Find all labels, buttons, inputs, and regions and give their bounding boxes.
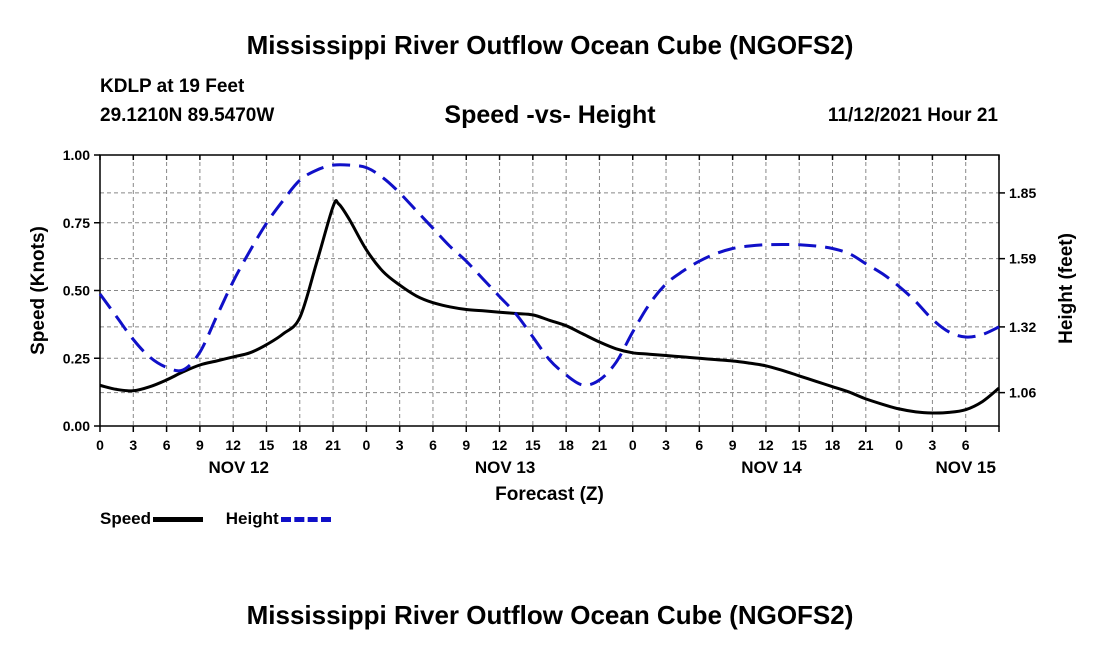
x-tick-label: 3 — [129, 437, 137, 453]
x-date-label: NOV 15 — [935, 458, 995, 477]
legend-swatch-height — [280, 516, 331, 522]
chart-title: Mississippi River Outflow Ocean Cube (NG… — [246, 30, 854, 60]
station-label: KDLP at 19 Feet — [100, 76, 245, 97]
x-tick-label: 12 — [492, 437, 508, 453]
legend-label-speed: Speed — [100, 509, 152, 528]
x-tick-label: 3 — [929, 437, 937, 453]
y-axis-title: Speed (Knots) — [28, 226, 49, 355]
x-tick-label: 18 — [558, 437, 574, 453]
legend-item-speed: Speed — [100, 509, 204, 529]
x-tick-label: 0 — [895, 437, 903, 453]
x-axis-title: Forecast (Z) — [495, 484, 604, 505]
x-tick-label: 6 — [695, 437, 703, 453]
y-tick-label: 0.50 — [63, 283, 90, 299]
x-tick-label: 6 — [429, 437, 437, 453]
y2-tick-label: 1.59 — [1009, 251, 1036, 267]
x-tick-label: 0 — [96, 437, 104, 453]
x-tick-label: 3 — [662, 437, 670, 453]
legend-label-height: Height — [225, 509, 279, 528]
y2-tick-label: 1.85 — [1009, 185, 1036, 201]
x-tick-label: 0 — [629, 437, 637, 453]
x-tick-label: 21 — [592, 437, 608, 453]
y2-tick-label: 1.06 — [1009, 385, 1036, 401]
x-date-label: NOV 13 — [475, 458, 535, 477]
chart-title-bottom: Mississippi River Outflow Ocean Cube (NG… — [246, 600, 854, 630]
y-tick-label: 0.25 — [63, 350, 90, 366]
forecast-datestamp: 11/12/2021 Hour 21 — [827, 105, 998, 126]
x-tick-label: 3 — [396, 437, 404, 453]
x-tick-label: 9 — [729, 437, 737, 453]
x-date-label: NOV 12 — [208, 458, 268, 477]
x-tick-label: 6 — [163, 437, 171, 453]
x-tick-label: 9 — [462, 437, 470, 453]
x-tick-label: 18 — [825, 437, 841, 453]
y2-axis-title: Height (feet) — [1056, 233, 1077, 344]
coordinates-label: 29.1210N 89.5470W — [100, 105, 275, 126]
x-tick-label: 0 — [362, 437, 370, 453]
y-tick-label: 0.00 — [63, 418, 90, 434]
x-tick-label: 12 — [758, 437, 774, 453]
legend-swatch-speed — [153, 516, 204, 522]
x-tick-label: 9 — [196, 437, 204, 453]
x-tick-label: 15 — [791, 437, 807, 453]
x-tick-label: 15 — [259, 437, 275, 453]
x-tick-label: 15 — [525, 437, 541, 453]
x-date-label: NOV 14 — [741, 458, 802, 477]
height-series-line — [98, 163, 1000, 387]
x-tick-label: 12 — [225, 437, 241, 453]
x-tick-label: 21 — [858, 437, 874, 453]
x-tick-label: 6 — [962, 437, 970, 453]
y2-tick-label: 1.32 — [1009, 319, 1036, 335]
y-tick-label: 1.00 — [63, 147, 90, 163]
legend-item-height: Height — [226, 509, 331, 529]
chart-legend: Speed Height — [100, 509, 349, 529]
speed-series-line — [99, 199, 1000, 415]
y-tick-label: 0.75 — [63, 215, 90, 231]
x-tick-label: 21 — [325, 437, 341, 453]
x-tick-label: 18 — [292, 437, 308, 453]
chart-subtitle: Speed -vs- Height — [444, 101, 656, 129]
